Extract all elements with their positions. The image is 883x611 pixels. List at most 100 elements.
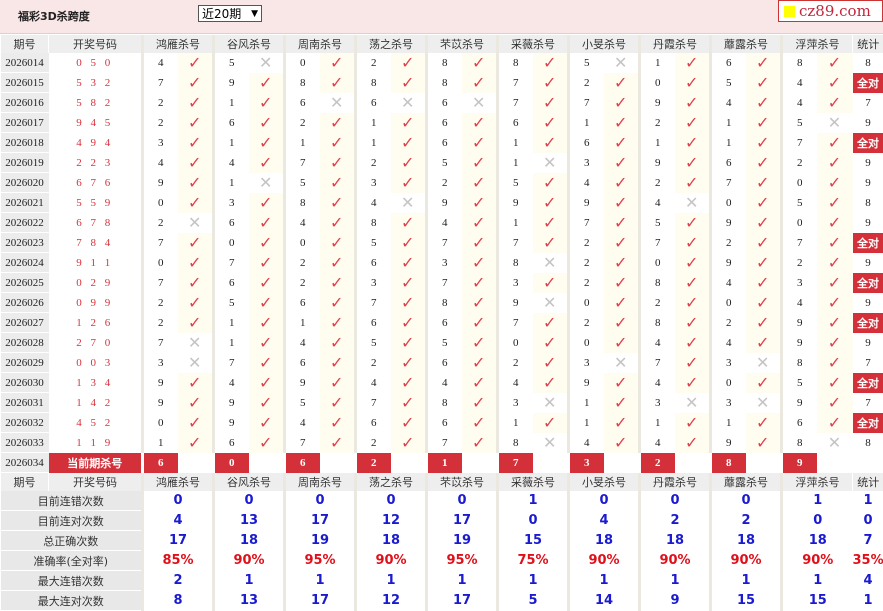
kill-number-cell: 3: [569, 353, 604, 373]
check-icon: ✓: [249, 113, 285, 133]
empty-cell: [853, 453, 883, 473]
stats-value: 19: [427, 531, 498, 551]
kill-number-cell: 3: [356, 173, 391, 193]
column-header-expert: 采薇杀号: [498, 473, 569, 492]
kill-number-cell: 0: [640, 253, 675, 273]
row-stat-cell: 9: [853, 173, 883, 193]
header-row: 期号开奖号码鸿雁杀号谷风杀号周南杀号荡之杀号芣苡杀号采薇杀号小旻杀号丹霞杀号蘼露…: [1, 473, 883, 492]
kill-number-cell: 2: [711, 233, 746, 253]
stats-value: 5: [498, 591, 569, 611]
cross-icon: ✕: [817, 433, 853, 453]
period-cell: 2026018: [1, 133, 49, 153]
check-icon: ✓: [675, 313, 711, 333]
kill-number-cell: 7: [214, 253, 249, 273]
stats-value: 18: [782, 531, 853, 551]
check-icon: ✓: [675, 373, 711, 393]
row-stat-cell: 全对: [853, 413, 883, 433]
stats-value: 0: [214, 491, 285, 511]
kill-number-cell: 6: [782, 413, 817, 433]
check-icon: ✓: [391, 153, 427, 173]
empty-cell: [675, 453, 711, 473]
check-icon: ✓: [178, 53, 214, 73]
check-icon: ✓: [320, 213, 356, 233]
check-icon: ✓: [746, 233, 782, 253]
kill-number-cell: 3: [569, 153, 604, 173]
check-icon: ✓: [178, 393, 214, 413]
column-header-expert: 丹霞杀号: [640, 35, 711, 53]
check-icon: ✓: [675, 253, 711, 273]
stats-label: 目前连对次数: [1, 511, 143, 531]
kill-number-cell: 7: [214, 353, 249, 373]
kill-number-cell: 0: [569, 333, 604, 353]
kill-number-cell: 1: [498, 133, 533, 153]
check-icon: ✓: [746, 133, 782, 153]
column-header-stat: 统计: [853, 473, 883, 492]
check-icon: ✓: [533, 93, 569, 113]
check-icon: ✓: [746, 253, 782, 273]
stats-label: 最大连对次数: [1, 591, 143, 611]
draw-number-cell: 0 9 9: [49, 293, 143, 313]
kill-number-cell: 5: [782, 373, 817, 393]
check-icon: ✓: [249, 133, 285, 153]
stats-value: 15: [498, 531, 569, 551]
kill-number-cell: 7: [427, 273, 462, 293]
stats-value: 1: [569, 571, 640, 591]
check-icon: ✓: [320, 73, 356, 93]
kill-number-cell: 2: [711, 313, 746, 333]
check-icon: ✓: [249, 413, 285, 433]
kill-number-cell: 1: [498, 213, 533, 233]
kill-number-cell: 4: [356, 373, 391, 393]
kill-number-cell: 1: [214, 173, 249, 193]
kill-number-cell: 0: [285, 233, 320, 253]
kill-number-cell: 8: [498, 253, 533, 273]
check-icon: ✓: [604, 293, 640, 313]
stats-value: 90%: [356, 551, 427, 571]
stats-value: 17: [285, 511, 356, 531]
check-icon: ✓: [320, 133, 356, 153]
check-icon: ✓: [746, 173, 782, 193]
stats-value: 18: [356, 531, 427, 551]
cross-icon: ✕: [533, 393, 569, 413]
period-range-select[interactable]: 近20期▼: [198, 5, 262, 22]
column-header-expert: 浮萍杀号: [782, 473, 853, 492]
kill-number-cell: 2: [143, 313, 178, 333]
check-icon: ✓: [817, 273, 853, 293]
check-icon: ✓: [320, 353, 356, 373]
period-cell: 2026015: [1, 73, 49, 93]
check-icon: ✓: [249, 333, 285, 353]
check-icon: ✓: [462, 193, 498, 213]
kill-number-cell: 8: [640, 313, 675, 333]
kill-number-cell: 5: [214, 293, 249, 313]
stats-row: 准确率(全对率)85%90%95%90%95%75%90%90%90%90%35…: [1, 551, 883, 571]
kill-number-cell: 7: [498, 313, 533, 333]
check-icon: ✓: [320, 433, 356, 453]
kill-number-cell: 5: [711, 73, 746, 93]
check-icon: ✓: [462, 333, 498, 353]
kill-number-cell: 5: [285, 393, 320, 413]
kill-number-cell: 0: [711, 373, 746, 393]
kill-number-cell: 4: [427, 213, 462, 233]
stats-value: 1: [498, 491, 569, 511]
stats-value: 18: [640, 531, 711, 551]
check-icon: ✓: [604, 193, 640, 213]
draw-number-cell: 6 7 8: [49, 213, 143, 233]
check-icon: ✓: [533, 273, 569, 293]
site-logo[interactable]: cz89.com: [778, 0, 883, 22]
check-icon: ✓: [391, 373, 427, 393]
kill-number-cell: 6: [356, 253, 391, 273]
check-icon: ✓: [817, 53, 853, 73]
kill-number-cell: 1: [711, 133, 746, 153]
stats-value: 0: [640, 491, 711, 511]
row-stat-cell: 全对: [853, 233, 883, 253]
page-title: 福彩3D杀跨度: [18, 8, 90, 24]
kill-number-cell: 5: [427, 153, 462, 173]
kill-number-cell: 6: [285, 93, 320, 113]
check-icon: ✓: [462, 173, 498, 193]
check-icon: ✓: [533, 313, 569, 333]
kill-number-cell: 5: [782, 113, 817, 133]
period-range-value: 近20期: [202, 7, 241, 21]
check-icon: ✓: [675, 73, 711, 93]
check-icon: ✓: [675, 53, 711, 73]
